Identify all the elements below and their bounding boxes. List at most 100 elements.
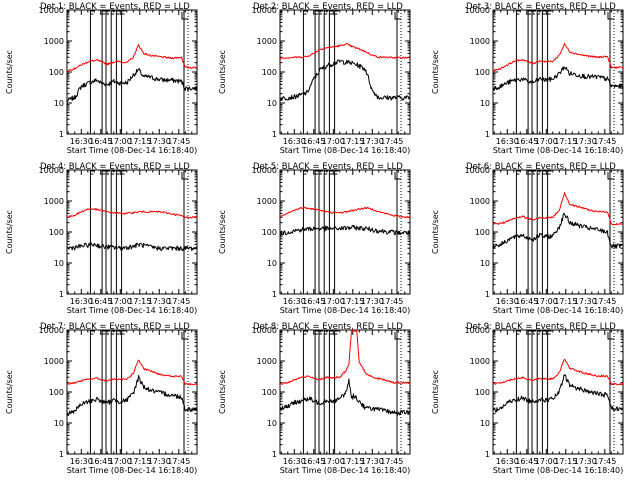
y-axis-label: Counts/sec (5, 210, 14, 254)
y-tick-label: 10000 (39, 6, 64, 15)
x-tick-label: 17:45 (380, 137, 403, 146)
x-tick-label: 17:30 (148, 457, 171, 466)
series-events-line (492, 66, 624, 91)
marker-flag (334, 10, 339, 15)
x-tick-label: 17:00 (109, 297, 132, 306)
y-tick-label: 1000 (44, 37, 64, 46)
x-axis-label: Start Time (08-Dec-14 16:18:40) (280, 306, 411, 315)
x-tick-label: 17:15 (128, 457, 151, 466)
marker-bracket (607, 332, 614, 340)
marker-flag (121, 10, 126, 15)
x-tick-label: 17:45 (167, 137, 190, 146)
x-tick-label: 17:15 (554, 457, 577, 466)
panel-title: Det 1: BLACK = Events, RED = LLD (40, 2, 190, 12)
x-tick-label: 16:45 (89, 137, 112, 146)
y-tick-label: 10 (480, 259, 490, 268)
marker-flag (90, 170, 95, 175)
x-tick-label: 17:45 (380, 297, 403, 306)
series-lld-line (66, 43, 198, 72)
panel-title: Det 7: BLACK = Events, RED = LLD (40, 322, 190, 332)
x-tick-label: 17:30 (148, 137, 171, 146)
x-tick-label: 17:00 (535, 457, 558, 466)
panel-title: Det 9: BLACK = Events, RED = LLD (466, 322, 616, 332)
y-tick-label: 1 (272, 450, 277, 459)
y-tick-label: 10000 (39, 166, 64, 175)
x-tick-label: 17:00 (322, 137, 345, 146)
y-tick-label: 100 (262, 388, 277, 397)
x-tick-label: 16:45 (515, 297, 538, 306)
marker-flag (111, 170, 116, 175)
y-tick-label: 1 (485, 450, 490, 459)
marker-flag (334, 330, 339, 335)
marker-flag (532, 170, 536, 175)
x-tick-label: 17:30 (574, 457, 597, 466)
x-tick-label: 16:30 (496, 457, 519, 466)
y-tick-label: 1 (59, 450, 64, 459)
marker-flag (319, 10, 323, 15)
marker-flag (324, 10, 329, 15)
y-axis-label: Counts/sec (431, 370, 440, 414)
marker-bracket (394, 332, 401, 340)
x-tick-label: 17:00 (322, 457, 345, 466)
series-events-line (279, 59, 411, 101)
panel-det2: Det 2: BLACK = Events, RED = LLD Counts/s… (218, 2, 411, 155)
marker-flag (90, 330, 95, 335)
x-tick-label: 17:15 (341, 137, 364, 146)
x-tick-label: 17:45 (167, 297, 190, 306)
marker-flag (324, 330, 329, 335)
x-tick-label: 17:15 (554, 297, 577, 306)
marker-bracket (181, 332, 188, 340)
panel-title: Det 4: BLACK = Events, RED = LLD (40, 162, 190, 172)
x-tick-label: 16:30 (70, 457, 93, 466)
y-tick-label: 1 (59, 290, 64, 299)
y-tick-label: 100 (49, 68, 64, 77)
y-tick-label: 10000 (465, 6, 490, 15)
x-tick-label: 16:30 (496, 137, 519, 146)
x-tick-label: 16:30 (283, 137, 306, 146)
panel-det4: Det 4: BLACK = Events, RED = LLD Counts/s… (5, 162, 198, 315)
marker-flag (532, 10, 536, 15)
x-tick-label: 17:00 (535, 137, 558, 146)
panel-det9: Det 9: BLACK = Events, RED = LLD Counts/s… (431, 322, 624, 475)
y-tick-label: 10000 (252, 166, 277, 175)
marker-flag (319, 170, 323, 175)
x-tick-label: 17:15 (341, 297, 364, 306)
y-axis-label: Counts/sec (5, 50, 14, 94)
y-tick-label: 10 (267, 259, 277, 268)
marker-flag (542, 10, 547, 15)
y-tick-label: 10000 (465, 166, 490, 175)
marker-flag (303, 330, 308, 335)
x-tick-label: 17:15 (128, 297, 151, 306)
marker-flag (111, 10, 116, 15)
y-tick-label: 10 (480, 99, 490, 108)
x-tick-label: 17:30 (148, 297, 171, 306)
y-tick-label: 10000 (252, 326, 277, 335)
y-axis-label: Counts/sec (218, 50, 227, 94)
panel-title: Det 5: BLACK = Events, RED = LLD (253, 162, 403, 172)
marker-flag (106, 170, 110, 175)
marker-flag (324, 170, 329, 175)
y-tick-label: 1000 (470, 37, 490, 46)
marker-flag (315, 330, 320, 335)
x-axis-label: Start Time (08-Dec-14 16:18:40) (280, 466, 411, 475)
marker-bracket (607, 172, 614, 180)
marker-flag (106, 330, 110, 335)
y-tick-label: 10000 (252, 6, 277, 15)
marker-flag (303, 170, 308, 175)
y-tick-label: 100 (49, 388, 64, 397)
marker-flag (547, 10, 552, 15)
series-lld-line (492, 358, 624, 386)
y-tick-label: 1 (272, 290, 277, 299)
series-events-line (492, 374, 624, 413)
x-tick-label: 16:30 (70, 137, 93, 146)
series-lld-line (279, 43, 411, 60)
x-tick-label: 17:45 (167, 457, 190, 466)
series-events-line (66, 68, 198, 102)
x-tick-label: 16:45 (302, 297, 325, 306)
y-tick-label: 1000 (470, 197, 490, 206)
y-tick-label: 1 (59, 130, 64, 139)
x-axis-label: Start Time (08-Dec-14 16:18:40) (67, 306, 198, 315)
marker-flag (334, 170, 339, 175)
panel-det5: Det 5: BLACK = Events, RED = LLD Counts/s… (218, 162, 411, 315)
y-tick-label: 1 (485, 130, 490, 139)
